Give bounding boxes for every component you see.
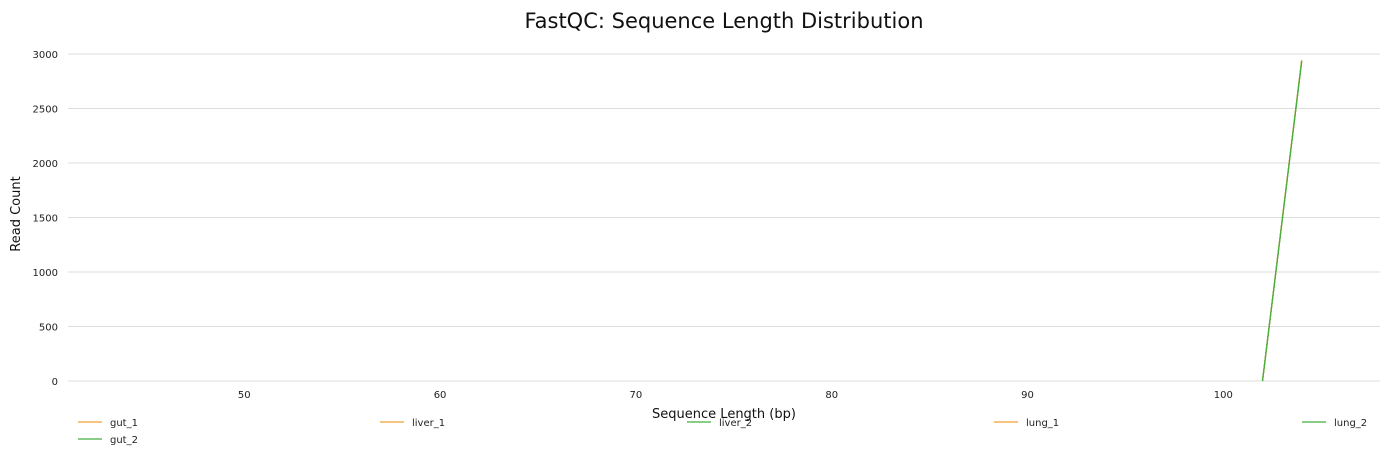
legend-label: lung_1 — [1026, 418, 1059, 429]
legend-item-lung_2[interactable]: lung_2 — [1302, 418, 1367, 429]
legend: gut_1 gut_2 liver_1 liver_2 lung_1 lung_2 — [78, 418, 1367, 446]
x-tick-70: 70 — [630, 390, 643, 401]
legend-item-liver_1[interactable]: liver_1 — [380, 418, 445, 429]
x-tick-60: 60 — [434, 390, 447, 401]
y-axis-label: Read Count — [9, 176, 24, 251]
legend-item-lung_1[interactable]: lung_1 — [994, 418, 1059, 429]
legend-item-liver_2[interactable]: liver_2 — [687, 418, 752, 429]
series-line-lung_2 — [1261, 61, 1303, 382]
x-tick-50: 50 — [238, 390, 251, 401]
gridlines — [68, 53, 1380, 382]
x-tick-80: 80 — [825, 390, 838, 401]
y-tick-1500: 1500 — [33, 214, 58, 225]
legend-label: lung_2 — [1334, 418, 1367, 429]
y-tick-labels: 0 500 1000 1500 2000 2500 3000 — [33, 50, 58, 388]
legend-item-gut_2[interactable]: gut_2 — [78, 435, 138, 446]
y-tick-2500: 2500 — [33, 105, 58, 116]
legend-label: liver_2 — [719, 418, 752, 429]
y-tick-1000: 1000 — [33, 268, 58, 279]
chart-title: FastQC: Sequence Length Distribution — [524, 9, 923, 33]
series-lines — [1261, 59, 1303, 382]
y-tick-2000: 2000 — [33, 159, 58, 170]
x-tick-90: 90 — [1021, 390, 1034, 401]
y-tick-3000: 3000 — [33, 50, 58, 61]
y-tick-500: 500 — [39, 323, 58, 334]
y-tick-0: 0 — [52, 377, 58, 388]
x-tick-labels: 50 60 70 80 90 100 — [238, 390, 1233, 401]
x-axis-label: Sequence Length (bp) — [652, 407, 796, 422]
legend-label: gut_1 — [110, 418, 138, 429]
x-tick-100: 100 — [1214, 390, 1233, 401]
legend-label: liver_1 — [412, 418, 445, 429]
legend-item-gut_1[interactable]: gut_1 — [78, 418, 138, 429]
legend-label: gut_2 — [110, 435, 138, 446]
